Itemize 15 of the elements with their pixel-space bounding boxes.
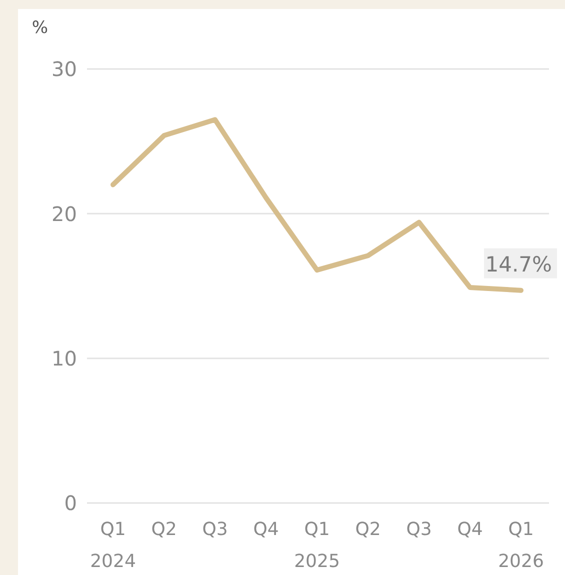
y-axis-title: % [32,18,48,38]
x-tick-label: Q3 [406,519,432,540]
x-tick-label: Q1 2025 [294,519,340,572]
y-tick-label: 20 [52,202,77,226]
x-tick-label: Q2 [355,519,381,540]
y-tick-label: 10 [52,346,77,370]
x-tick-label: Q1 2026 [498,519,544,572]
x-tick-label: Q2 [151,519,177,540]
x-tick-label: Q4 [457,519,483,540]
y-tick-label: 30 [52,57,77,82]
x-tick-label: Q3 [202,519,228,540]
y-tick-label: 0 [64,491,77,516]
data-label: 14.7% [485,252,552,276]
x-tick-label: Q4 [253,519,279,540]
x-tick-label: Q1 2024 [90,519,136,572]
